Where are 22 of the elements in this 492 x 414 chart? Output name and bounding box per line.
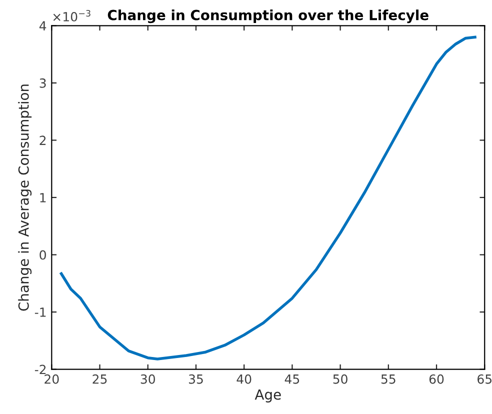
- x-tick-label: 55: [381, 374, 396, 384]
- y-tick-label: -2: [34, 364, 46, 374]
- x-tick-label: 50: [333, 374, 348, 384]
- y-tick-label: 4: [39, 21, 46, 30]
- y-axis-title: Change in Average Consumption: [18, 84, 32, 311]
- y-tick-label: 1: [40, 193, 46, 202]
- y-tick-label: 2: [40, 136, 46, 145]
- x-axis-title: Age: [254, 389, 281, 402]
- x-tick-label: 45: [284, 374, 300, 384]
- x-tick-label: 25: [92, 374, 107, 384]
- text: ×10$^{−3}$: [53, 10, 90, 22]
- chart-title: Change in Consumption over the Lifecyle: [108, 10, 428, 24]
- y-tick-label: 0: [40, 250, 46, 260]
- x-tick-label: 65: [478, 374, 492, 384]
- y-tick-label: 3: [40, 78, 46, 88]
- x-tick-label: 20: [44, 374, 59, 384]
- x-tick-label: 35: [188, 374, 203, 384]
- x-tick-label: 60: [429, 374, 444, 384]
- x-tick-label: 30: [140, 374, 155, 384]
- line-series: [60, 36, 476, 360]
- y-tick-label: -1: [34, 308, 46, 317]
- x-tick-label: 40: [236, 374, 252, 384]
